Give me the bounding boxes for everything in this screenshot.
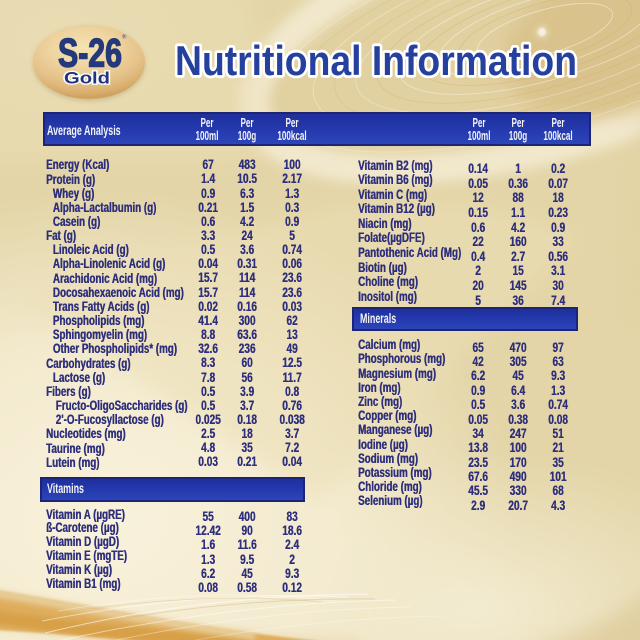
svg-text:®: ® <box>122 34 127 41</box>
svg-text:Gold: Gold <box>64 70 110 88</box>
svg-text:Nutritional Information: Nutritional Information <box>175 37 577 84</box>
svg-text:S-26: S-26 <box>58 32 122 76</box>
